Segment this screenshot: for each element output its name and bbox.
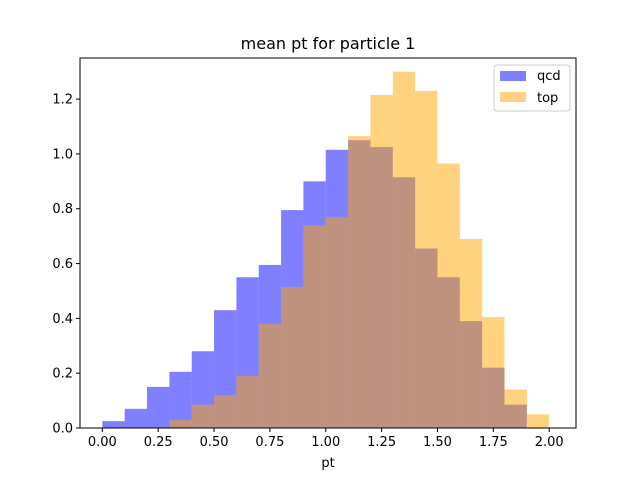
x-tick-label-4: 1.00: [311, 435, 340, 450]
bar-top-11: [415, 90, 438, 428]
x-tick-label-1: 0.25: [144, 435, 173, 450]
series-top: [169, 71, 550, 428]
x-axis-label: pt: [321, 456, 334, 471]
bar-qcd-2: [147, 386, 170, 428]
x-tick-label-7: 1.75: [479, 435, 508, 450]
bar-top-5: [281, 286, 304, 428]
bar-top-9: [370, 95, 393, 428]
x-tick-label-0: 0.00: [88, 435, 117, 450]
bar-top-15: [504, 389, 527, 428]
x-tick-label-6: 1.50: [423, 435, 452, 450]
bar-top-13: [459, 238, 483, 428]
y-tick-label-0: 0.0: [52, 422, 73, 437]
y-axis-ticks: 0.0 0.2 0.4 0.6 0.8 1.0 1.2: [52, 93, 80, 437]
bar-qcd-3: [169, 371, 192, 428]
y-tick-label-3: 0.6: [52, 257, 73, 272]
bar-top-2: [214, 395, 237, 428]
bar-top-8: [348, 136, 371, 428]
bar-top-0: [169, 419, 192, 428]
bar-top-12: [437, 163, 460, 428]
x-tick-label-2: 0.50: [200, 435, 229, 450]
bar-top-1: [191, 404, 215, 428]
x-tick-label-8: 2.00: [535, 435, 564, 450]
bars-group: [102, 71, 550, 428]
bar-top-6: [303, 225, 326, 428]
x-tick-label-5: 1.25: [367, 435, 396, 450]
y-tick-label-5: 1.0: [52, 147, 73, 162]
bar-qcd-1: [124, 408, 148, 428]
bar-top-4: [258, 323, 282, 428]
y-tick-label-1: 0.2: [52, 367, 73, 382]
y-tick-label-6: 1.2: [52, 93, 73, 108]
bar-top-10: [392, 71, 416, 428]
bar-top-3: [236, 375, 259, 428]
plot-frame: [79, 57, 577, 429]
x-tick-label-3: 0.75: [255, 435, 284, 450]
y-tick-label-4: 0.8: [52, 202, 73, 217]
bar-qcd-0: [102, 421, 125, 428]
legend-label-top: top: [537, 91, 558, 106]
chart-title: mean pt for particle 1: [241, 34, 416, 53]
x-axis-ticks: 0.00 0.25 0.50 0.75 1.00 1.25 1.50 1.75 2.00: [88, 428, 564, 450]
bar-top-7: [325, 216, 349, 428]
bar-top-16: [526, 414, 550, 428]
legend-swatch-qcd: [500, 71, 526, 81]
y-tick-label-2: 0.4: [52, 312, 73, 327]
legend-label-qcd: qcd: [537, 69, 561, 84]
legend-swatch-top: [500, 92, 526, 102]
bar-top-14: [482, 317, 505, 428]
legend: qcd top: [493, 64, 571, 112]
